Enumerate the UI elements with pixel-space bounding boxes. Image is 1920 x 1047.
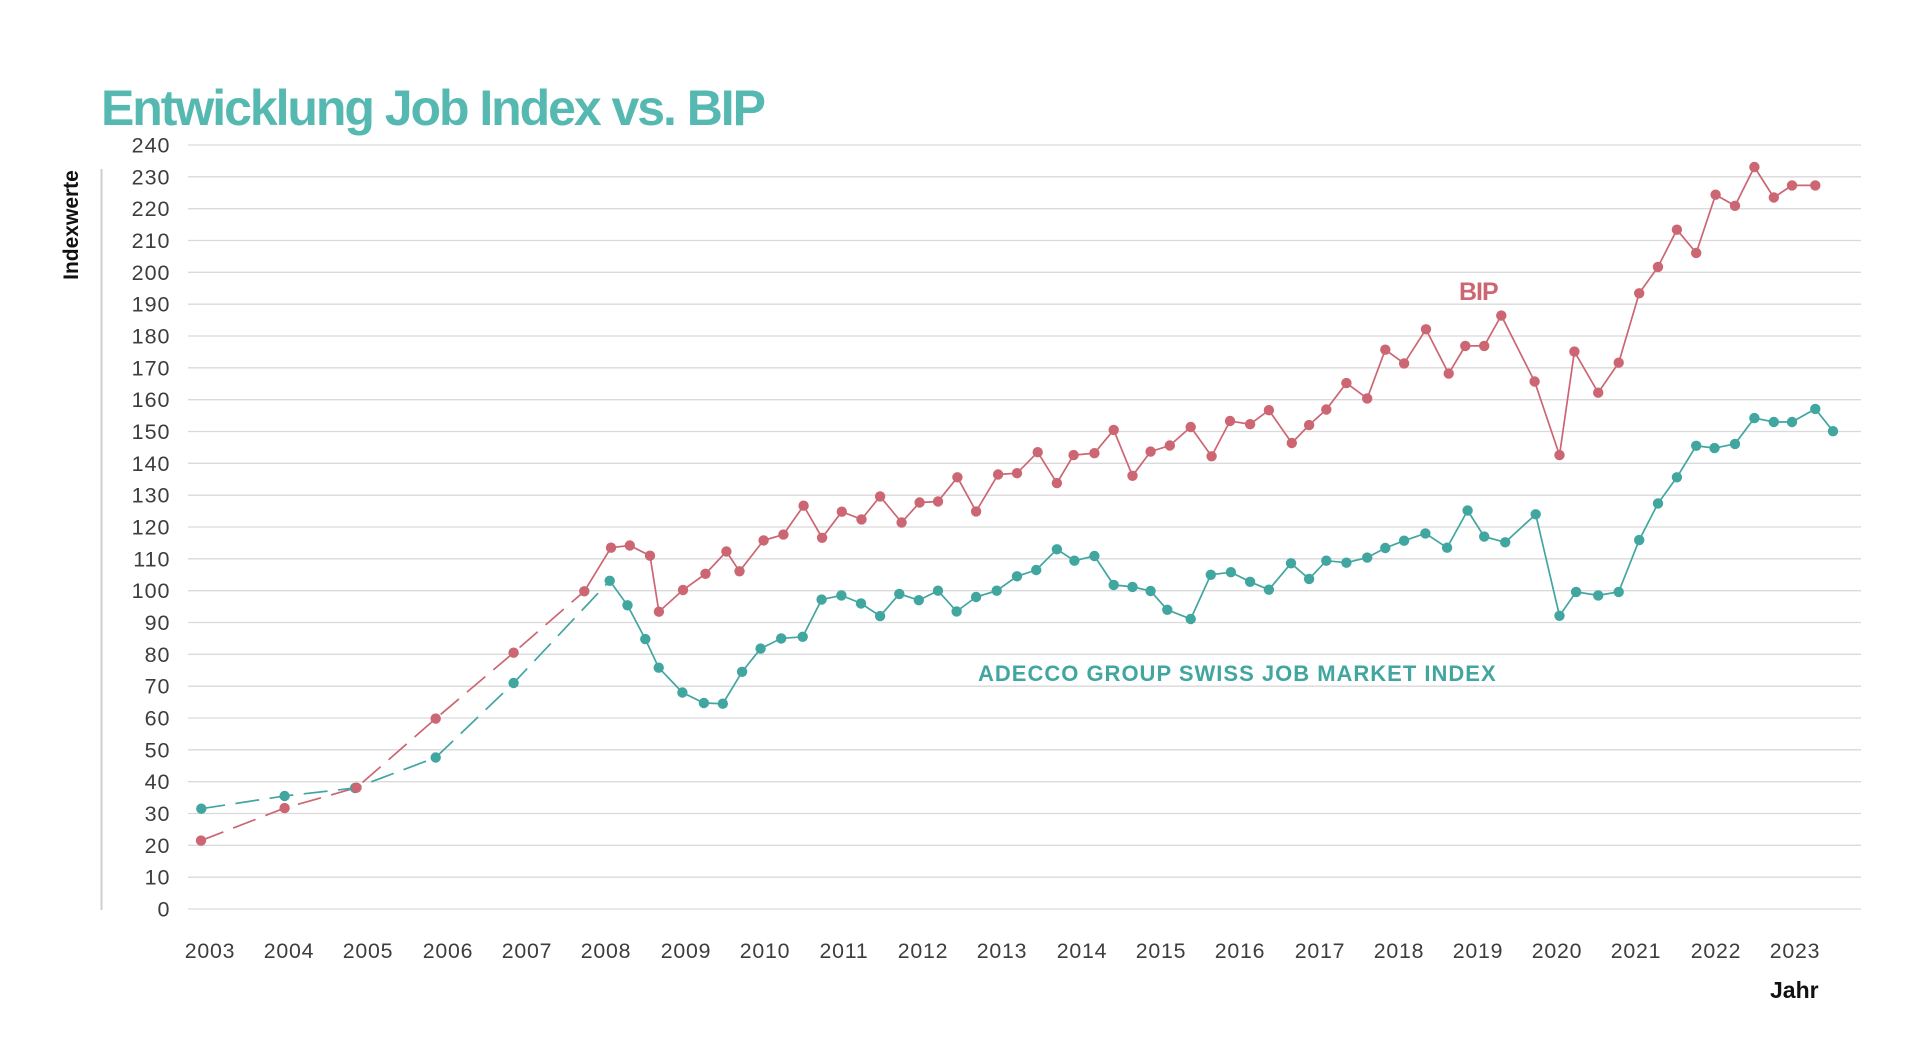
svg-text:150: 150 (132, 420, 171, 444)
svg-text:40: 40 (145, 770, 171, 794)
svg-text:230: 230 (132, 165, 171, 189)
svg-text:2006: 2006 (423, 939, 474, 963)
svg-text:220: 220 (132, 197, 171, 221)
svg-text:80: 80 (145, 643, 171, 667)
svg-text:160: 160 (132, 388, 171, 412)
svg-text:2009: 2009 (661, 939, 712, 963)
svg-text:2017: 2017 (1295, 939, 1346, 963)
svg-text:2008: 2008 (581, 939, 632, 963)
svg-text:70: 70 (145, 675, 171, 699)
svg-text:2010: 2010 (740, 939, 791, 963)
svg-text:170: 170 (132, 356, 171, 380)
svg-text:2012: 2012 (898, 939, 949, 963)
svg-text:100: 100 (132, 579, 171, 603)
svg-text:200: 200 (132, 261, 171, 285)
svg-text:ADECCO GROUP SWISS JOB MARKET: ADECCO GROUP SWISS JOB MARKET INDEX (978, 661, 1497, 686)
svg-text:2021: 2021 (1611, 939, 1662, 963)
svg-text:2013: 2013 (977, 939, 1028, 963)
svg-text:0: 0 (158, 898, 171, 922)
svg-text:30: 30 (145, 802, 171, 826)
svg-text:110: 110 (133, 547, 170, 571)
svg-text:2020: 2020 (1532, 939, 1583, 963)
svg-text:2007: 2007 (502, 939, 553, 963)
svg-text:2015: 2015 (1136, 939, 1187, 963)
svg-text:2019: 2019 (1453, 939, 1504, 963)
svg-text:Jahr: Jahr (1770, 977, 1819, 1003)
svg-text:140: 140 (132, 452, 171, 476)
svg-text:210: 210 (132, 229, 171, 253)
svg-text:2011: 2011 (820, 939, 869, 963)
svg-text:240: 240 (132, 134, 171, 158)
svg-text:2022: 2022 (1691, 939, 1742, 963)
svg-text:2003: 2003 (185, 939, 236, 963)
svg-text:2014: 2014 (1057, 939, 1108, 963)
svg-text:120: 120 (132, 516, 171, 540)
svg-text:190: 190 (132, 293, 171, 317)
svg-text:2023: 2023 (1770, 939, 1821, 963)
svg-text:2004: 2004 (264, 939, 315, 963)
svg-text:2018: 2018 (1374, 939, 1425, 963)
svg-text:Indexwerte: Indexwerte (60, 170, 83, 280)
svg-text:Entwicklung Job Index vs. BIP: Entwicklung Job Index vs. BIP (101, 80, 765, 136)
svg-text:10: 10 (145, 866, 171, 890)
svg-text:2005: 2005 (343, 939, 394, 963)
svg-text:130: 130 (132, 484, 171, 508)
svg-text:2016: 2016 (1215, 939, 1266, 963)
svg-text:50: 50 (145, 738, 171, 762)
svg-text:180: 180 (132, 325, 171, 349)
svg-text:BIP: BIP (1459, 278, 1498, 306)
svg-text:90: 90 (145, 611, 171, 635)
svg-text:60: 60 (145, 707, 171, 731)
svg-text:20: 20 (145, 834, 171, 858)
